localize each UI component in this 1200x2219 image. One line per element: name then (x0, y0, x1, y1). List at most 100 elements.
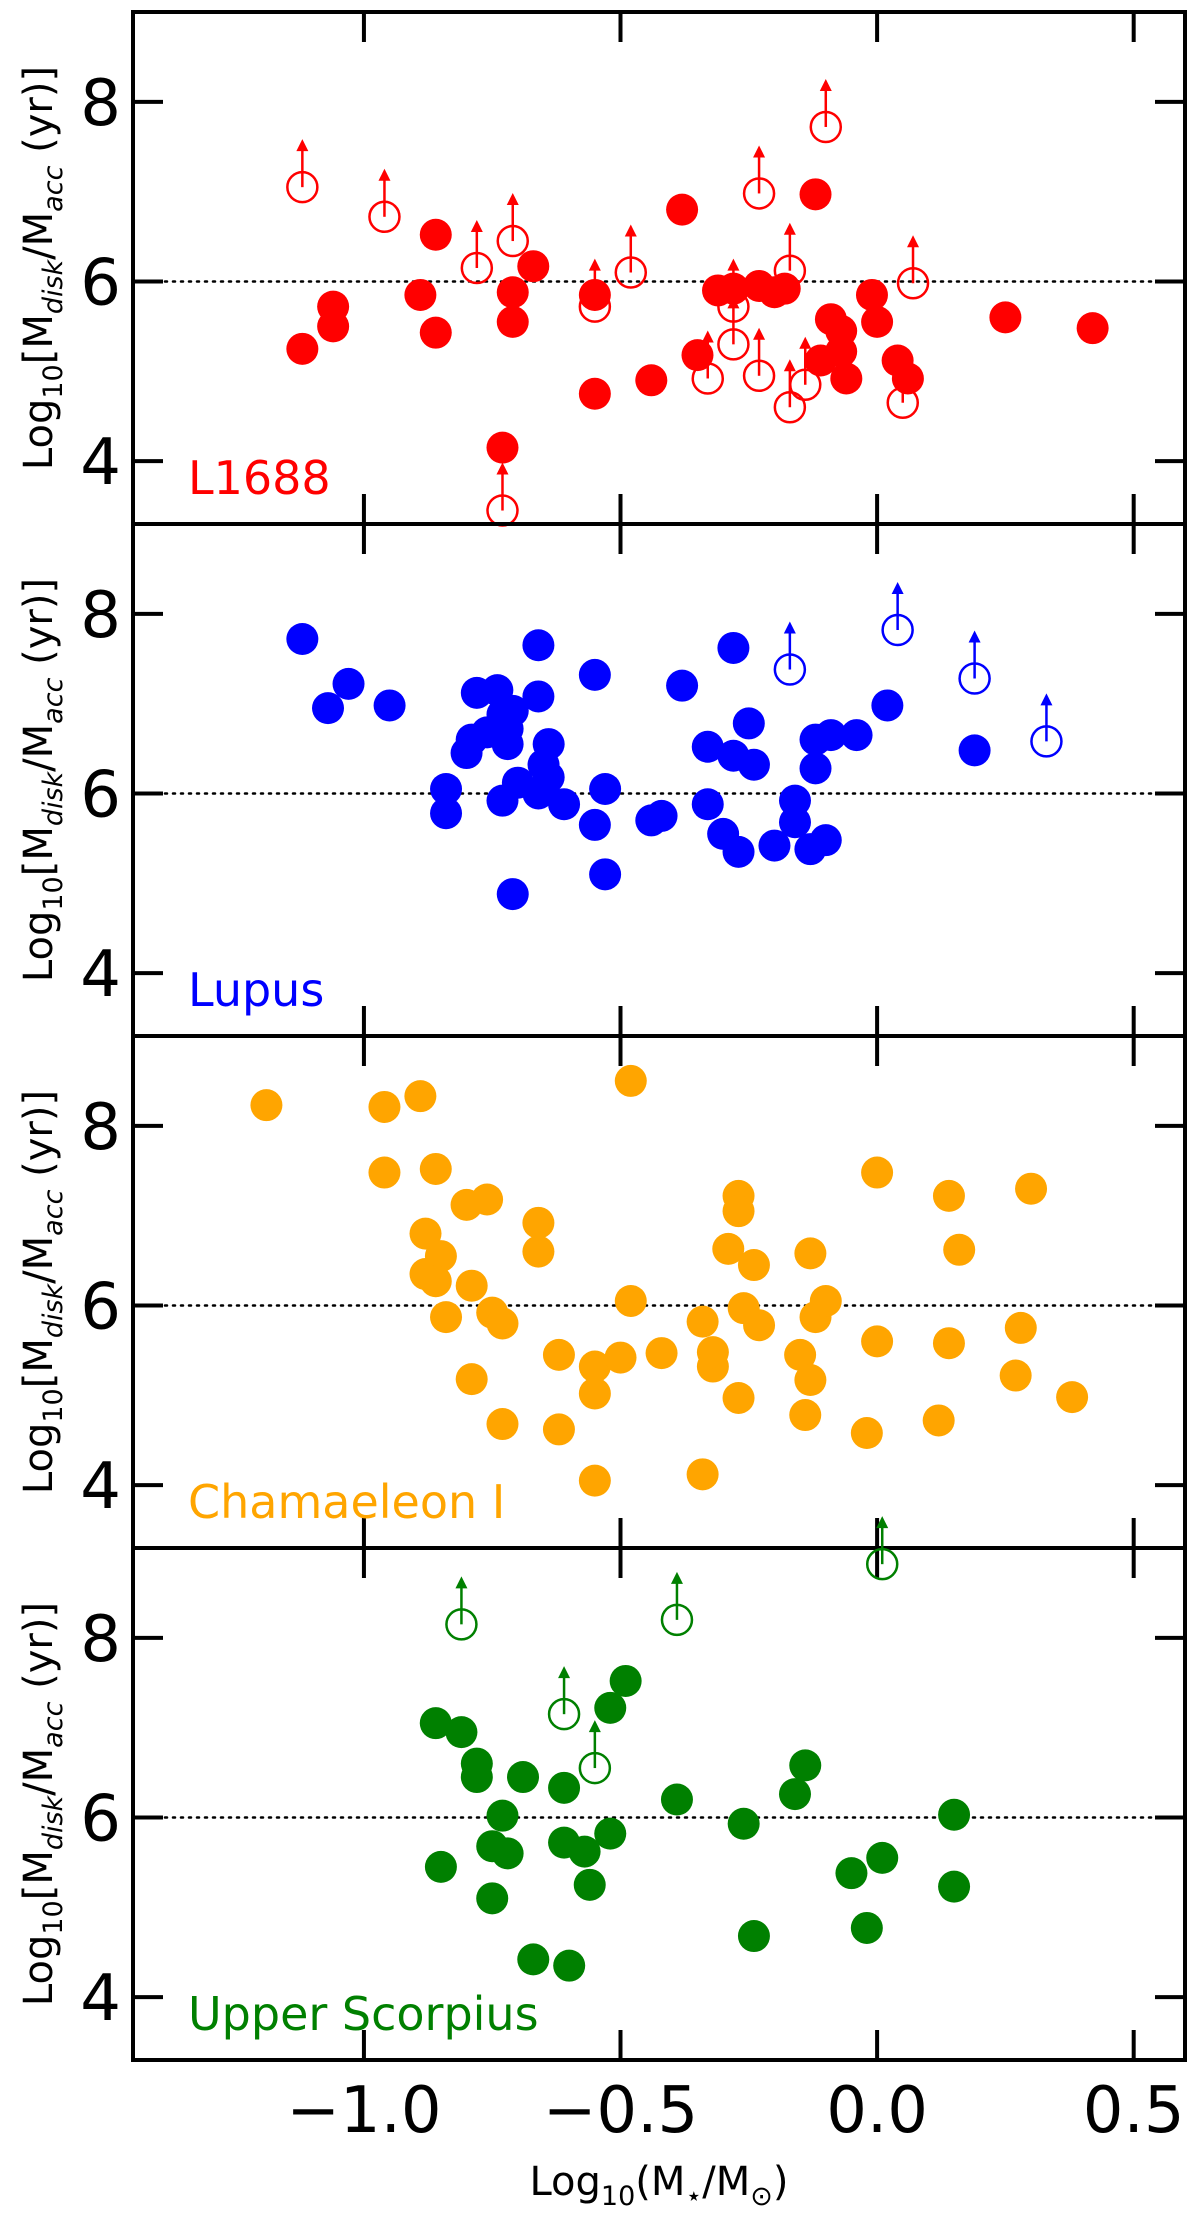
data-point (573, 1868, 606, 1901)
limit-arrow-head (496, 462, 509, 475)
data-point (589, 772, 622, 805)
lower-limit-point (578, 258, 612, 323)
limit-open-circle (717, 290, 750, 323)
panel-frame (131, 522, 1187, 1038)
data-point (799, 752, 832, 785)
data-point (871, 689, 904, 722)
limit-open-circle (691, 362, 725, 395)
data-point (938, 1798, 971, 1831)
lower-limit-point (742, 145, 776, 210)
data-point (532, 728, 565, 761)
limit-arrow-head (783, 359, 796, 372)
lower-limit-point (445, 1576, 478, 1641)
lower-limit-point (773, 222, 807, 287)
data-point (1056, 1381, 1089, 1414)
data-point (686, 1305, 719, 1338)
data-point (404, 278, 437, 311)
data-point (455, 1269, 488, 1302)
limit-arrow-head (588, 258, 601, 271)
data-point (424, 1240, 457, 1273)
data-point (691, 730, 724, 763)
lower-limit-point (1030, 693, 1063, 758)
data-point (609, 1664, 642, 1697)
data-point (578, 658, 611, 691)
data-point (419, 1265, 452, 1298)
data-point (789, 1749, 822, 1782)
lower-limit-point (865, 1516, 899, 1581)
data-point (332, 667, 365, 700)
limit-open-circle (1030, 725, 1063, 758)
data-point (286, 622, 319, 655)
lower-limit-point (809, 78, 843, 144)
lower-limit-point (286, 139, 319, 204)
data-point (317, 310, 350, 343)
data-point (737, 1920, 770, 1953)
data-point (778, 806, 811, 839)
data-point (727, 1807, 760, 1840)
limit-arrow-head (753, 145, 766, 158)
panel-label: Chamaeleon I (188, 1475, 505, 1529)
data-point (517, 250, 550, 283)
lower-limit-point (717, 258, 750, 323)
data-point (861, 305, 894, 338)
y-tick-label: 4 (80, 938, 121, 1012)
limit-open-circle (368, 200, 401, 234)
x-tick-label: 0.0 (826, 2074, 928, 2148)
data-point (922, 1404, 955, 1437)
limit-arrow-head (896, 354, 909, 367)
data-point (722, 1381, 755, 1414)
lower-limit-point (614, 224, 648, 289)
y-tick-label: 4 (80, 1962, 121, 2036)
data-point (542, 1413, 575, 1446)
data-point (732, 707, 765, 740)
y-tick-label: 4 (80, 1450, 121, 1524)
data-point (850, 1417, 883, 1450)
data-point (784, 1338, 817, 1371)
lower-limit-point (881, 581, 914, 647)
data-point (932, 1179, 965, 1212)
data-point (635, 364, 668, 397)
data-point (614, 1284, 647, 1317)
data-point (486, 1307, 519, 1340)
y-axis-label: Log10[Mdisk/Macc (yr)] (16, 578, 69, 982)
data-point (989, 301, 1022, 334)
data-point (840, 719, 873, 752)
data-point (614, 1064, 647, 1097)
panel-label: L1688 (188, 451, 331, 505)
limit-open-circle (660, 1603, 694, 1637)
data-point (645, 1337, 678, 1370)
data-point (578, 1377, 611, 1410)
limit-open-circle (789, 368, 822, 402)
limit-open-circle (460, 251, 494, 285)
data-point (430, 797, 463, 830)
data-point (419, 218, 452, 251)
data-point (743, 1309, 776, 1342)
limit-open-circle (896, 267, 930, 300)
data-point (373, 689, 406, 722)
data-point (486, 1408, 519, 1441)
limit-arrow-head (470, 220, 483, 232)
data-point (409, 1217, 442, 1250)
data-point (814, 719, 847, 752)
panel-frame (131, 1034, 1187, 1550)
x-axis-label: Log10(M⋆/M⊙) (529, 2159, 788, 2212)
data-point (368, 1090, 401, 1123)
data-point (486, 784, 519, 817)
limit-open-circle (742, 177, 776, 210)
limit-arrow-head (670, 1571, 683, 1584)
data-point (861, 1156, 894, 1189)
limit-arrow-head (588, 1720, 601, 1733)
data-point (809, 1284, 842, 1317)
data-point (850, 1911, 883, 1944)
limit-arrow-head (1040, 693, 1053, 706)
data-point (855, 278, 888, 311)
data-point (686, 1458, 719, 1491)
data-point (712, 1232, 745, 1265)
data-point (553, 1949, 586, 1982)
y-tick-label: 8 (80, 1091, 121, 1165)
data-point (450, 737, 483, 770)
data-point (737, 748, 770, 781)
lower-limit-point (789, 336, 822, 402)
